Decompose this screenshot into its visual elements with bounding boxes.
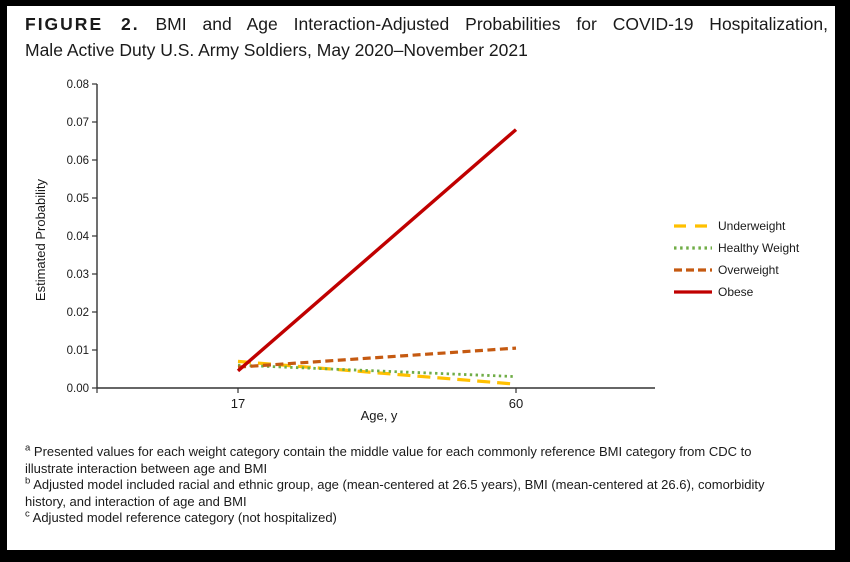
legend-line-healthy-weight-icon xyxy=(674,245,712,250)
footnotes: a Presented values for each weight categ… xyxy=(25,442,803,527)
legend-line-underweight-icon xyxy=(674,223,712,228)
footnote-b-marker: b xyxy=(25,475,31,487)
y-tick-label: 0.08 xyxy=(67,79,89,91)
y-tick-label: 0.06 xyxy=(67,155,89,167)
footnote-c-marker: c xyxy=(25,508,30,520)
x-axis-title: Age, y xyxy=(361,408,398,423)
series-line-underweight xyxy=(237,359,517,386)
chart-plot-area: 0.00 0.01 0.02 0.03 0.04 0.05 0.06 0.07 0.08 17 60 xyxy=(67,79,655,411)
legend-item-healthy-weight: Healthy Weight xyxy=(673,240,800,255)
x-tick-label: 60 xyxy=(509,396,523,411)
footnote-c-text: Adjusted model reference category (not h… xyxy=(32,510,337,525)
figure-title: FIGURE 2. BMI and Age Interaction-Adjust… xyxy=(25,11,828,63)
chart-legend: Underweight Healthy Weight Overweight Ob… xyxy=(673,218,800,299)
legend-label: Healthy Weight xyxy=(718,240,800,255)
footnote-c: c Adjusted model reference category (not… xyxy=(25,508,803,527)
legend-label: Underweight xyxy=(718,218,786,233)
y-tick-label: 0.05 xyxy=(67,193,89,205)
y-tick-label: 0.03 xyxy=(67,269,89,281)
footnote-b-text: Adjusted model included racial and ethni… xyxy=(25,477,765,509)
line-chart: Estimated Probability Age, y 0.000.010.0… xyxy=(33,79,655,423)
legend-label: Overweight xyxy=(718,262,779,277)
y-axis-title: Estimated Probability xyxy=(33,178,48,301)
x-tick-label: 17 xyxy=(231,396,245,411)
footnote-b: b Adjusted model included racial and eth… xyxy=(25,475,803,510)
legend-label: Obese xyxy=(718,284,754,299)
legend-line-obese-icon xyxy=(674,289,712,294)
figure-title-line2: Male Active Duty U.S. Army Soldiers, May… xyxy=(25,40,528,60)
series-line-obese xyxy=(236,128,518,373)
series-line-overweight xyxy=(237,346,517,369)
y-tick-label: 0.04 xyxy=(67,231,90,243)
y-tick-label: 0.01 xyxy=(67,345,89,357)
legend-line-overweight-icon xyxy=(674,267,712,272)
legend-item-overweight: Overweight xyxy=(673,262,799,277)
y-tick-label: 0.07 xyxy=(67,117,89,129)
legend-item-underweight: Underweight xyxy=(673,218,799,233)
y-tick-label: 0.02 xyxy=(67,307,89,319)
footnote-a-text: Presented values for each weight categor… xyxy=(25,444,752,476)
footnote-a: a Presented values for each weight categ… xyxy=(25,442,803,477)
figure-title-line1: FIGURE 2. BMI and Age Interaction-Adjust… xyxy=(25,11,828,37)
figure-label: FIGURE 2. xyxy=(25,14,140,34)
series-line-healthy-weight xyxy=(237,363,517,378)
figure-title-text: BMI and Age Interaction-Adjusted Probabi… xyxy=(155,14,828,34)
legend-item-obese: Obese xyxy=(673,284,799,299)
footnote-a-marker: a xyxy=(25,442,31,454)
y-tick-label: 0.00 xyxy=(67,383,89,395)
